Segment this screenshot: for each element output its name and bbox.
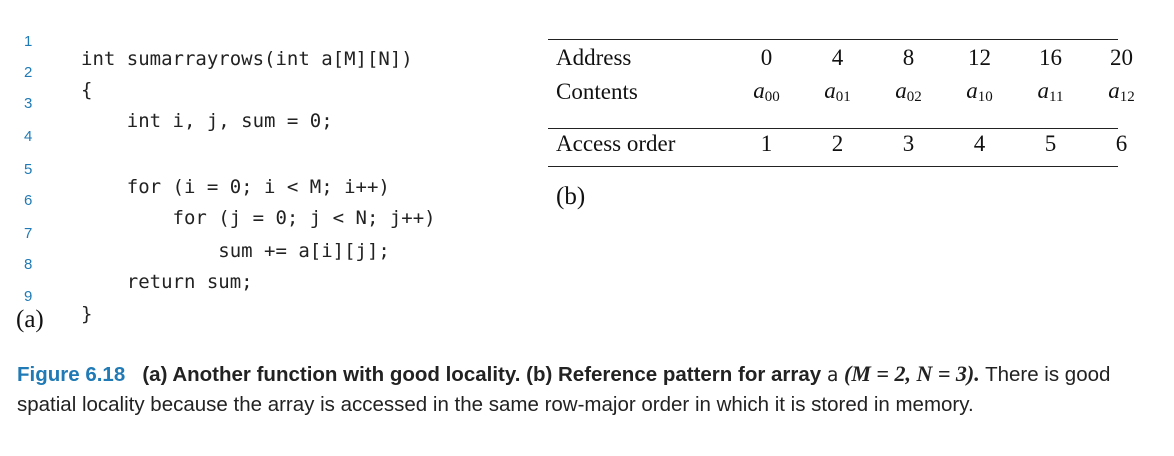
line-number: 9 — [24, 288, 33, 305]
figure-number: Figure 6.18 — [17, 363, 126, 386]
code-text: for (i = 0; i < M; i++) — [81, 176, 390, 198]
address-header: Address — [556, 45, 632, 70]
contents-cell: a10 — [966, 78, 993, 105]
code-text: { — [81, 79, 93, 101]
table-bottom-rule — [548, 166, 1118, 167]
code-line: 9 } — [0, 263, 92, 325]
caption-array-name: a — [826, 364, 839, 386]
access-order-cell: 5 — [1044, 131, 1057, 156]
reference-pattern-table: Address 0 4 8 12 16 20 Contents a00 a01 … — [548, 41, 1157, 161]
line-number: 3 — [24, 95, 33, 112]
caption-params: (M = 2, N = 3). — [844, 361, 980, 386]
address-cell: 16 — [1039, 45, 1062, 70]
code-line: 4 — [0, 103, 32, 145]
access-order-cell: 3 — [902, 131, 915, 156]
code-text: } — [81, 303, 93, 325]
code-text: sum += a[i][j]; — [81, 240, 390, 262]
contents-row: Contents a00 a01 a02 a10 a11 a12 — [548, 75, 1157, 109]
code-line: 6 for (j = 0; j < N; j++) — [0, 167, 436, 229]
access-order-cell: 2 — [831, 131, 844, 156]
table-top-rule — [548, 39, 1118, 40]
panel-a-label: (a) — [16, 306, 44, 333]
code-line: 2 { — [0, 39, 92, 101]
address-cell: 4 — [831, 45, 844, 70]
code-text: return sum; — [81, 271, 253, 293]
figure-caption: Figure 6.18 (a) Another function with go… — [17, 359, 1167, 420]
code-line: 8 return sum; — [0, 231, 253, 293]
caption-title: (a) Another function with good locality.… — [142, 363, 822, 386]
line-number: 4 — [24, 128, 33, 145]
access-order-cell: 4 — [973, 131, 986, 156]
code-text: int sumarrayrows(int a[M][N]) — [81, 48, 413, 70]
line-number: 1 — [24, 33, 33, 50]
access-order-cell: 6 — [1115, 131, 1128, 156]
line-number: 7 — [24, 225, 33, 242]
line-number: 8 — [24, 256, 33, 273]
contents-cell: a11 — [1037, 78, 1064, 105]
caption-body: There is good spatial locality because t… — [17, 363, 1111, 416]
contents-cell: a12 — [1108, 78, 1135, 105]
code-line: 1 int sumarrayrows(int a[M][N]) — [0, 8, 413, 70]
code-text: for (j = 0; j < N; j++) — [81, 207, 436, 229]
address-cell: 0 — [760, 45, 773, 70]
address-cell: 12 — [968, 45, 991, 70]
line-number: 2 — [24, 64, 33, 81]
contents-cell: a00 — [753, 78, 780, 105]
code-line: 5 for (i = 0; i < M; i++) — [0, 136, 390, 198]
address-row: Address 0 4 8 12 16 20 — [548, 41, 1157, 75]
address-cell: 8 — [902, 45, 915, 70]
access-order-header: Access order — [556, 131, 676, 156]
panel-b-label: (b) — [556, 183, 586, 210]
code-text: int i, j, sum = 0; — [81, 110, 333, 132]
contents-cell: a02 — [895, 78, 922, 105]
table-mid-rule — [548, 128, 1118, 129]
code-line: 3 int i, j, sum = 0; — [0, 70, 333, 132]
contents-cell: a01 — [824, 78, 851, 105]
access-order-row: Access order 1 2 3 4 5 6 — [548, 109, 1157, 161]
line-number: 5 — [24, 161, 33, 178]
code-line: 7 sum += a[i][j]; — [0, 200, 390, 262]
access-order-cell: 1 — [760, 131, 773, 156]
address-cell: 20 — [1110, 45, 1133, 70]
contents-header: Contents — [556, 79, 638, 104]
line-number: 6 — [24, 192, 33, 209]
